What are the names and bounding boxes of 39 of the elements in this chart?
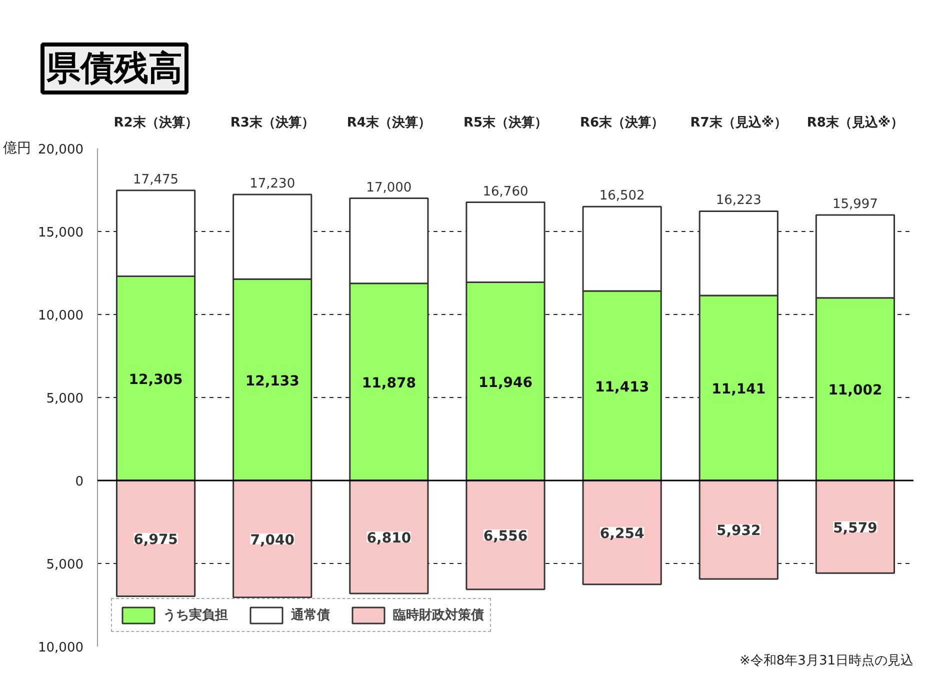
legend-label: うち実負担 bbox=[163, 606, 228, 624]
legend-label: 臨時財政対策債 bbox=[393, 606, 484, 624]
data-label: 5,579 bbox=[833, 520, 878, 536]
x-tick-label: R8末（見込※） bbox=[806, 114, 904, 130]
x-tick-label: R4末（決算） bbox=[346, 116, 431, 130]
y-tick-label: 10,000 bbox=[38, 308, 84, 324]
total-label: 17,475 bbox=[133, 172, 179, 188]
text: ※令和8年3月31日時点の見込 bbox=[740, 654, 914, 668]
data-label: 12,305 bbox=[128, 372, 183, 388]
y-tick-label: 5,000 bbox=[46, 392, 84, 406]
total-label: 17,230 bbox=[250, 176, 296, 192]
x-tick-label: R5末（決算） bbox=[463, 116, 548, 130]
data-label: 11,878 bbox=[362, 375, 416, 392]
data-label: 7,040 bbox=[250, 532, 295, 548]
data-label: 11,413 bbox=[595, 379, 650, 396]
x-tick-label: R2末（決算） bbox=[114, 116, 198, 130]
data-label: 5,932 bbox=[716, 523, 761, 540]
chart-title: 県債残高 bbox=[46, 48, 182, 88]
data-label: 6,810 bbox=[366, 530, 412, 547]
x-tick-label: R3末（決算） bbox=[230, 116, 314, 130]
data-label: 12,133 bbox=[245, 373, 300, 390]
x-tick-label: R7末（見込※） bbox=[690, 114, 787, 130]
y-tick-label: 0 bbox=[75, 474, 84, 490]
data-label: 6,975 bbox=[134, 532, 178, 548]
x-tick-label: R6末（決算） bbox=[580, 116, 664, 130]
y2-axis-title: 億円 bbox=[3, 140, 32, 156]
y-tick-label: 15,000 bbox=[38, 226, 84, 240]
legend-label: 通常債 bbox=[291, 607, 330, 624]
y-tick-label: 20,000 bbox=[38, 142, 84, 158]
data-label: 11,141 bbox=[712, 382, 766, 398]
data-label: 11,946 bbox=[478, 374, 533, 391]
data-label: 6,556 bbox=[483, 528, 528, 544]
data-label: 6,254 bbox=[600, 526, 644, 542]
total-label: 15,997 bbox=[832, 196, 878, 212]
total-label: 17,000 bbox=[366, 180, 412, 196]
total-label: 16,760 bbox=[482, 184, 528, 200]
data-label: 11,002 bbox=[828, 382, 882, 399]
total-label: 16,223 bbox=[716, 193, 762, 208]
total-label: 16,502 bbox=[599, 188, 645, 204]
